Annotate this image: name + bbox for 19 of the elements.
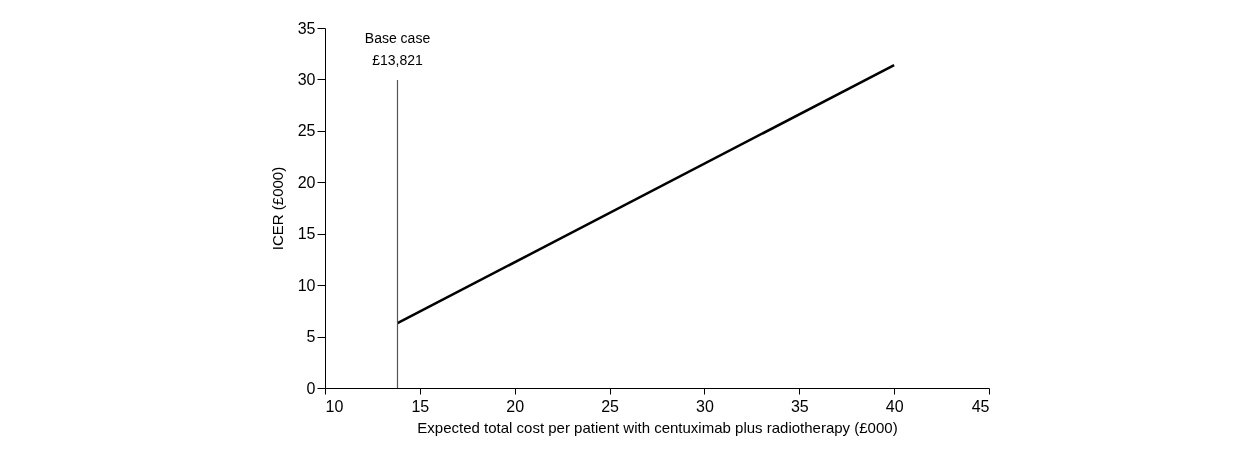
y-axis-title: ICER (£000) [268, 166, 286, 251]
y-tick-label: 10 [297, 276, 316, 294]
x-tick-label: 10 [325, 397, 344, 415]
x-tick-label: 30 [696, 397, 714, 415]
ref-line-label: Base case £13,821 [364, 30, 431, 68]
y-tick-label: 15 [297, 225, 316, 243]
x-tick-label: 35 [790, 397, 809, 415]
x-axis-title: Expected total cost per patient with centuximab plus radiotherapy (£000) [417, 418, 898, 436]
y-tick-label: 30 [297, 70, 316, 88]
y-tick-label: 20 [297, 173, 316, 191]
x-tick-label: 40 [885, 397, 904, 415]
x-tick-label: 15 [411, 397, 430, 415]
x-tick-label: 45 [971, 397, 990, 415]
y-tick-label: 5 [306, 328, 316, 346]
y-tick-label: 0 [306, 379, 316, 397]
x-tick-label: 20 [506, 397, 525, 415]
x-tick-label: 25 [601, 397, 620, 415]
y-tick-label: 25 [297, 122, 316, 140]
y-tick-label: 35 [297, 19, 316, 37]
